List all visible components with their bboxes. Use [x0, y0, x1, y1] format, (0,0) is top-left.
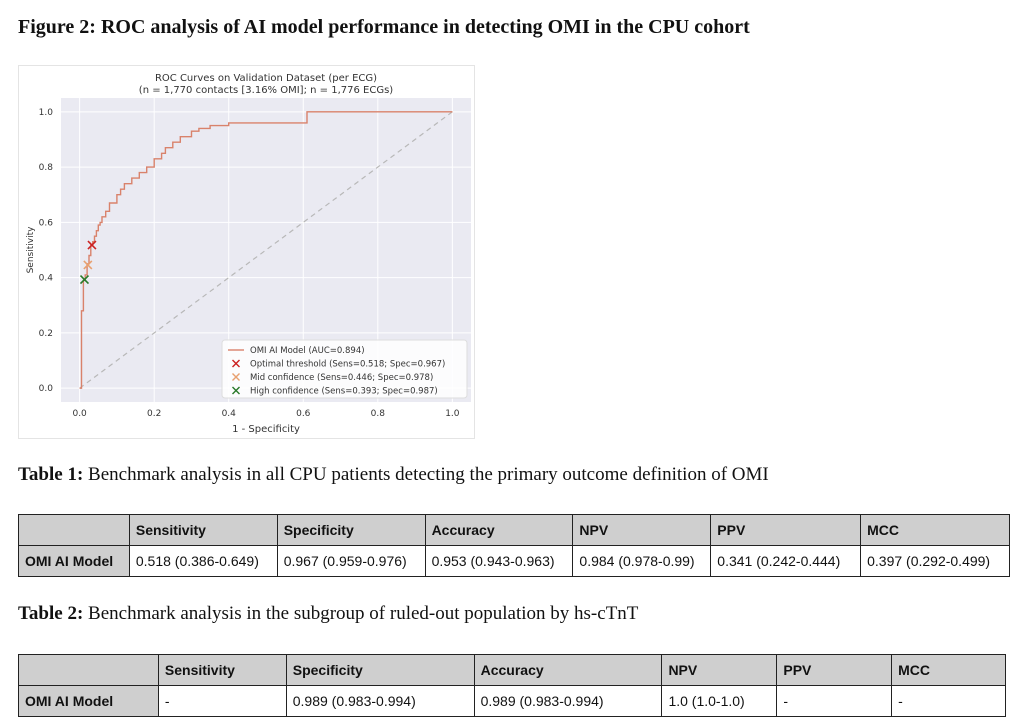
roc-chart-svg: 0.0 0.2 0.4 0.6 0.8 1.0 0.0 0.2 0.4 0.6 0.8 1.0 ROC … — [26, 73, 471, 435]
figure-caption: Figure 2: ROC analysis of AI model perfo… — [18, 16, 750, 38]
header-cell-accuracy: Accuracy — [473, 654, 663, 686]
header-cell-accuracy: Accuracy — [424, 514, 574, 546]
header-cell-mcc: MCC — [860, 514, 1010, 546]
cell-npv: 1.0 (1.0-1.0) — [661, 685, 778, 717]
table-row: OMI AI Model 0.518 (0.386-0.649) 0.967 (… — [18, 545, 1010, 577]
table-header-row: Sensitivity Specificity Accuracy NPV PPV… — [18, 514, 1010, 546]
header-cell-ppv: PPV — [776, 654, 893, 686]
cell-ppv: - — [776, 685, 893, 717]
y-axis-label: Sensitivity — [26, 226, 36, 274]
table1-caption: Table 1: Benchmark analysis in all CPU p… — [18, 464, 769, 486]
chart-legend: OMI AI Model (AUC=0.894) Optimal threshol… — [221, 339, 468, 399]
header-cell-npv: NPV — [661, 654, 778, 686]
cell-specificity: 0.967 (0.959-0.976) — [276, 545, 426, 577]
cell-mcc: - — [891, 685, 1006, 717]
row-label: OMI AI Model — [18, 545, 130, 577]
cell-specificity: 0.989 (0.983-0.994) — [285, 685, 475, 717]
header-cell-empty — [18, 514, 130, 546]
marker-stroke — [79, 275, 90, 285]
table2-caption-text: Benchmark analysis in the subgroup of ru… — [83, 603, 639, 624]
table1-caption-label: Table 1: — [18, 464, 84, 485]
legend-swatch-marker — [232, 359, 240, 368]
y-tick-label: 0.2 — [39, 329, 53, 339]
threshold-marker-1 — [83, 260, 93, 270]
y-tick-label: 0.4 — [39, 274, 54, 284]
table-header-row: Sensitivity Specificity Accuracy NPV PPV… — [18, 654, 1006, 686]
header-cell-mcc: MCC — [891, 654, 1006, 686]
header-cell-specificity: Specificity — [276, 514, 426, 546]
header-cell-empty — [18, 654, 159, 686]
legend-box — [221, 339, 468, 399]
x-tick-label: 0.0 — [72, 409, 87, 419]
benchmark-table-ruled-out: Sensitivity Specificity Accuracy NPV PPV… — [18, 654, 1006, 717]
x-tick-label: 0.8 — [371, 409, 386, 419]
table1-caption-text: Benchmark analysis in all CPU patients d… — [83, 464, 769, 485]
cell-sensitivity: 0.518 (0.386-0.649) — [128, 545, 278, 577]
marker-stroke — [87, 240, 97, 250]
y-tick-label: 0.6 — [39, 218, 54, 228]
threshold-marker-2 — [79, 275, 90, 285]
row-label: OMI AI Model — [18, 685, 159, 717]
header-cell-sensitivity: Sensitivity — [128, 514, 278, 546]
y-tick-label: 0.0 — [39, 384, 54, 394]
roc-chart: 0.0 0.2 0.4 0.6 0.8 1.0 0.0 0.2 0.4 0.6 0.8 1.0 ROC … — [18, 65, 475, 439]
legend-swatch-marker — [232, 373, 240, 381]
cell-sensitivity: - — [157, 685, 287, 717]
table2-caption-label: Table 2: — [18, 603, 84, 624]
x-tick-label: 0.6 — [296, 409, 311, 419]
table2-caption: Table 2: Benchmark analysis in the subgr… — [18, 603, 638, 625]
header-cell-ppv: PPV — [710, 514, 862, 546]
threshold-marker-0 — [87, 240, 97, 250]
benchmark-table-all: Sensitivity Specificity Accuracy NPV PPV… — [18, 514, 1010, 577]
marker-stroke — [83, 260, 93, 270]
cell-accuracy: 0.953 (0.943-0.963) — [424, 545, 574, 577]
table-row: OMI AI Model - 0.989 (0.983-0.994) 0.989… — [18, 685, 1006, 717]
header-cell-sensitivity: Sensitivity — [157, 654, 287, 686]
header-cell-npv: NPV — [572, 514, 712, 546]
legend-label: Mid confidence (Sens=0.446; Spec=0.978) — [250, 373, 433, 383]
header-cell-specificity: Specificity — [285, 654, 475, 686]
y-tick-label: 0.8 — [39, 163, 54, 173]
x-tick-label: 0.4 — [222, 409, 237, 419]
cell-ppv: 0.341 (0.242-0.444) — [710, 545, 862, 577]
legend-label: OMI AI Model (AUC=0.894) — [250, 346, 365, 356]
legend-label: Optimal threshold (Sens=0.518; Spec=0.96… — [250, 360, 445, 370]
cell-mcc: 0.397 (0.292-0.499) — [860, 545, 1010, 577]
x-axis-label: 1 - Specificity — [232, 424, 300, 435]
cell-npv: 0.984 (0.978-0.99) — [572, 545, 712, 577]
x-tick-label: 0.2 — [147, 409, 161, 419]
chart-subtitle: (n = 1,770 contacts [3.16% OMI]; n = 1,7… — [139, 85, 393, 96]
roc-curve-line — [79, 111, 453, 389]
x-tick-label: 1.0 — [445, 409, 460, 419]
legend-swatch-marker — [232, 386, 240, 395]
chart-title: ROC Curves on Validation Dataset (per EC… — [155, 73, 377, 84]
y-tick-label: 1.0 — [39, 108, 54, 118]
cell-accuracy: 0.989 (0.983-0.994) — [473, 685, 663, 717]
legend-label: High confidence (Sens=0.393; Spec=0.987) — [250, 387, 438, 397]
